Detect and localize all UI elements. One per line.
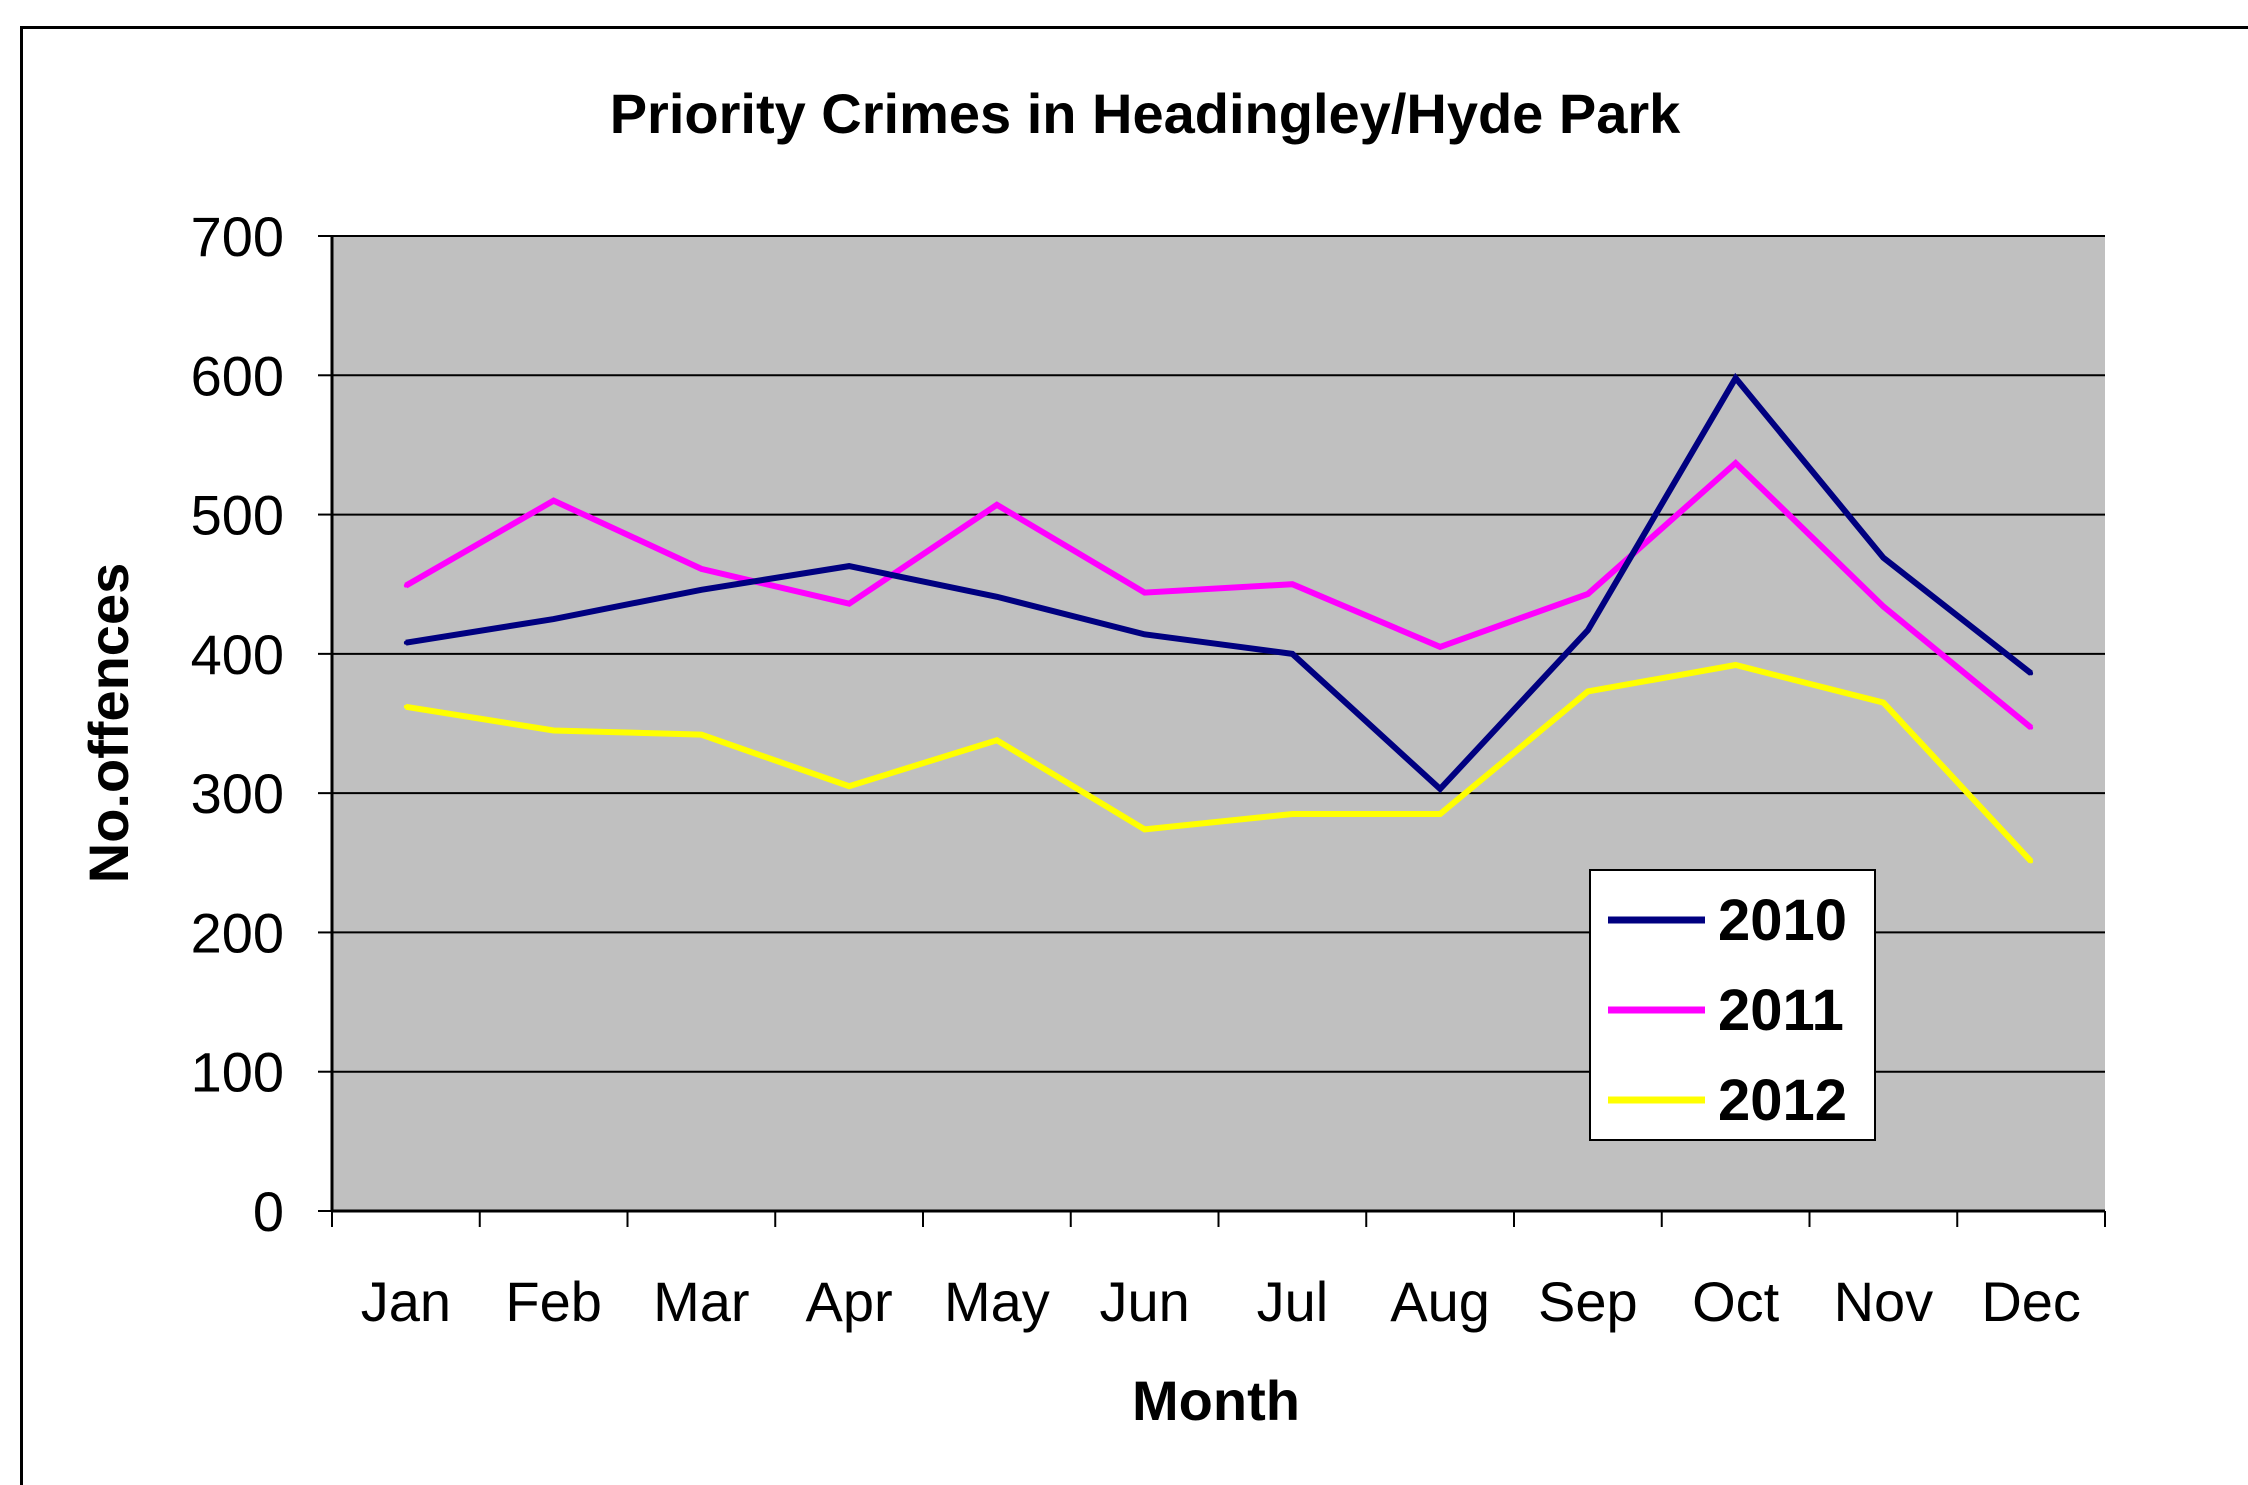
y-axis-ticks: 0 100 200 300 400 500 600 700 xyxy=(191,205,332,1243)
data-point-2011 xyxy=(847,601,852,606)
data-point-2010 xyxy=(1881,555,1886,560)
legend-box xyxy=(1589,869,1876,1141)
data-point-2010 xyxy=(403,640,408,645)
x-tick-label: Jul xyxy=(1257,1270,1329,1333)
series-layer xyxy=(403,372,2034,864)
data-point-2010 xyxy=(1585,628,1590,633)
data-point-2011 xyxy=(994,502,999,507)
y-tick-label: 100 xyxy=(191,1041,284,1104)
data-point-2010 xyxy=(1290,651,1295,656)
data-point-2010 xyxy=(994,594,999,599)
legend-label-2011: 2011 xyxy=(1718,978,1844,1043)
y-axis-title: No.offences xyxy=(77,563,140,884)
x-axis-title: Month xyxy=(1132,1369,1300,1432)
chart-title: Priority Crimes in Headingley/Hyde Park xyxy=(610,82,1681,145)
data-point-2012 xyxy=(1585,689,1590,694)
data-point-2012 xyxy=(1733,663,1738,667)
data-point-2011 xyxy=(403,583,408,588)
series-line-2010 xyxy=(405,372,2033,794)
data-point-2010 xyxy=(2029,671,2034,676)
data-point-2011 xyxy=(1585,591,1590,596)
data-point-2012 xyxy=(699,732,704,737)
data-point-2010 xyxy=(551,617,556,622)
data-point-2011 xyxy=(2029,725,2034,730)
y-tick-label: 0 xyxy=(253,1180,284,1243)
y-tick-label: 200 xyxy=(191,901,284,964)
data-point-2012 xyxy=(1142,827,1147,832)
data-point-2010 xyxy=(1438,786,1443,791)
x-tick-label: Aug xyxy=(1390,1270,1490,1333)
legend: 2010 2011 2012 xyxy=(1589,869,1876,1141)
data-point-2010 xyxy=(1142,632,1147,637)
data-point-2012 xyxy=(1438,812,1443,817)
legend-label-2010: 2010 xyxy=(1718,888,1847,953)
data-point-2012 xyxy=(847,784,852,789)
data-point-2011 xyxy=(1733,461,1738,466)
y-tick-label: 700 xyxy=(191,205,284,268)
y-tick-label: 500 xyxy=(191,484,284,547)
data-point-2011 xyxy=(699,566,704,571)
data-point-2012 xyxy=(1881,700,1886,705)
data-point-2011 xyxy=(551,498,556,503)
x-tick-label: May xyxy=(944,1270,1050,1333)
data-point-2011 xyxy=(1290,582,1295,587)
x-tick-label: Oct xyxy=(1692,1270,1780,1333)
x-tick-label: Dec xyxy=(1981,1270,2081,1333)
y-tick-label: 400 xyxy=(191,623,284,686)
data-point-2011 xyxy=(1881,604,1886,609)
series-line-2012 xyxy=(405,661,2034,864)
data-point-2010 xyxy=(699,587,704,592)
x-tick-label: Mar xyxy=(653,1270,749,1333)
data-point-2010 xyxy=(847,564,852,569)
data-point-2012 xyxy=(1290,812,1295,817)
x-tick-label: Feb xyxy=(505,1270,602,1333)
y-tick-label: 300 xyxy=(191,762,284,825)
data-point-2011 xyxy=(1438,644,1443,649)
x-tick-label: Nov xyxy=(1834,1270,1934,1333)
data-point-2012 xyxy=(551,728,556,733)
series-line-2011 xyxy=(404,458,2034,730)
data-point-2010 xyxy=(1733,376,1738,381)
x-tick-label: Sep xyxy=(1538,1270,1638,1333)
x-tick-label: Apr xyxy=(806,1270,893,1333)
data-point-2012 xyxy=(403,704,408,709)
legend-label-2012: 2012 xyxy=(1718,1068,1847,1133)
y-tick-label: 600 xyxy=(191,344,284,407)
x-tick-label: Jun xyxy=(1099,1270,1189,1333)
x-axis-ticks: Jan Feb Mar Apr May Jun Jul Aug Sep Oct Nov Dec xyxy=(331,1211,2106,1333)
x-tick-label: Jan xyxy=(361,1270,451,1333)
data-point-2011 xyxy=(1142,590,1147,595)
data-point-2012 xyxy=(994,738,999,743)
data-point-2012 xyxy=(2029,859,2034,864)
